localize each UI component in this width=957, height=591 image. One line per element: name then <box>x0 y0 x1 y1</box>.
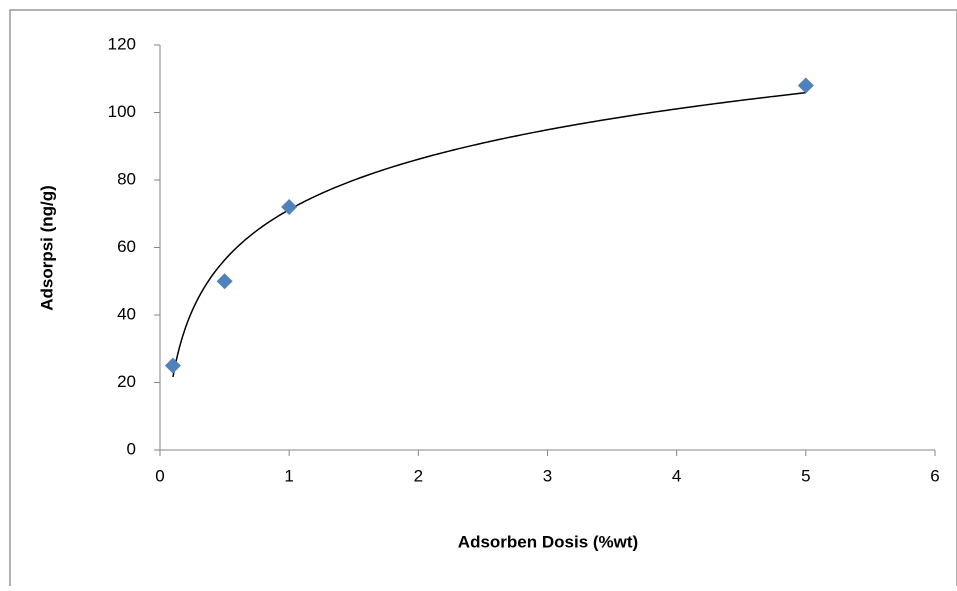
data-point <box>165 358 181 374</box>
data-point <box>217 273 233 289</box>
page: {"chart_data": {"type": "scatter", "x_la… <box>0 0 957 591</box>
x-tick-label: 4 <box>672 466 681 485</box>
y-tick-label: 80 <box>117 169 136 188</box>
x-tick-label: 0 <box>155 466 164 485</box>
x-tick-label: 5 <box>801 466 810 485</box>
x-axis-title: Adsorben Dosis (%wt) <box>458 532 638 551</box>
chart: Adsorben Dosis (%wt) Adsorpsi (ng/g) 020… <box>0 0 957 586</box>
y-tick-label: 120 <box>108 34 136 53</box>
x-tick-label: 6 <box>930 466 939 485</box>
y-tick-label: 40 <box>117 304 136 323</box>
trendline <box>173 93 806 377</box>
x-tick-label: 2 <box>414 466 423 485</box>
chart-border <box>10 10 957 586</box>
data-point <box>798 78 814 94</box>
y-tick-label: 60 <box>117 237 136 256</box>
y-axis-title: Adsorpsi (ng/g) <box>37 185 56 311</box>
y-tick-label: 0 <box>127 439 136 458</box>
y-tick-label: 100 <box>108 102 136 121</box>
y-tick-label: 20 <box>117 372 136 391</box>
x-tick-label: 3 <box>543 466 552 485</box>
x-tick-label: 1 <box>284 466 293 485</box>
